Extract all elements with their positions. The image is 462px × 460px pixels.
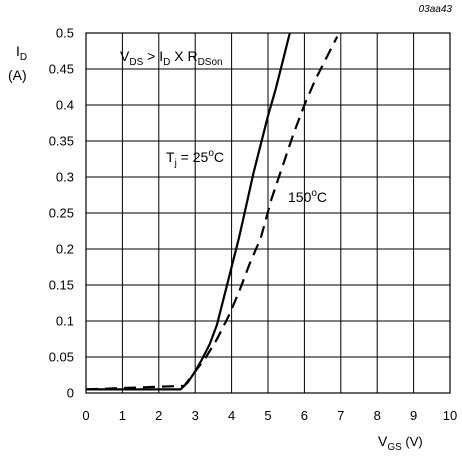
x-tick-label: 8 bbox=[374, 408, 381, 423]
x-tick-label: 6 bbox=[301, 408, 308, 423]
series-line-25c bbox=[86, 32, 291, 391]
series-layer bbox=[85, 32, 339, 391]
plot-frame bbox=[85, 32, 451, 394]
x-tick-label: 1 bbox=[119, 408, 126, 423]
y-tick-label: 0.2 bbox=[56, 242, 74, 257]
x-tick-label: 4 bbox=[228, 408, 235, 423]
y-tick-label: 0.1 bbox=[56, 314, 74, 329]
x-tick-label: 10 bbox=[443, 408, 457, 423]
x-tick-label: 5 bbox=[264, 408, 271, 423]
y-tick-label: 0 bbox=[67, 386, 74, 401]
y-tick-label: 0.25 bbox=[49, 206, 74, 221]
y-tick-label: 0.4 bbox=[56, 98, 74, 113]
tick-labels: 0 1 2 3 4 5 6 7 8 9 10 0 0.05 0.1 0.15 0.2 0.25 0.3 0.35 0.… bbox=[49, 26, 458, 424]
x-tick-label: 7 bbox=[337, 408, 344, 423]
x-axis-label: VGS (V) bbox=[378, 433, 423, 453]
series-label-25c: Tj = 25oC bbox=[166, 148, 224, 169]
y-axis-label: ID bbox=[16, 43, 27, 63]
y-tick-label: 0.5 bbox=[56, 26, 74, 41]
series-line-150c bbox=[85, 36, 339, 391]
series-label-150c: 150oC bbox=[288, 188, 327, 205]
y-tick-label: 0.35 bbox=[49, 134, 74, 149]
x-tick-label: 9 bbox=[410, 408, 417, 423]
condition-annotation: VDS > ID X RDSon bbox=[120, 48, 223, 68]
x-tick-label: 2 bbox=[155, 408, 162, 423]
x-tick-label: 0 bbox=[82, 408, 89, 423]
y-tick-label: 0.05 bbox=[49, 350, 74, 365]
y-axis-unit: (A) bbox=[8, 67, 27, 83]
x-tick-label: 3 bbox=[192, 408, 199, 423]
y-tick-label: 0.3 bbox=[56, 170, 74, 185]
figure-code: 03aa43 bbox=[419, 4, 453, 15]
y-tick-label: 0.45 bbox=[49, 62, 74, 77]
y-tick-label: 0.15 bbox=[49, 278, 74, 293]
